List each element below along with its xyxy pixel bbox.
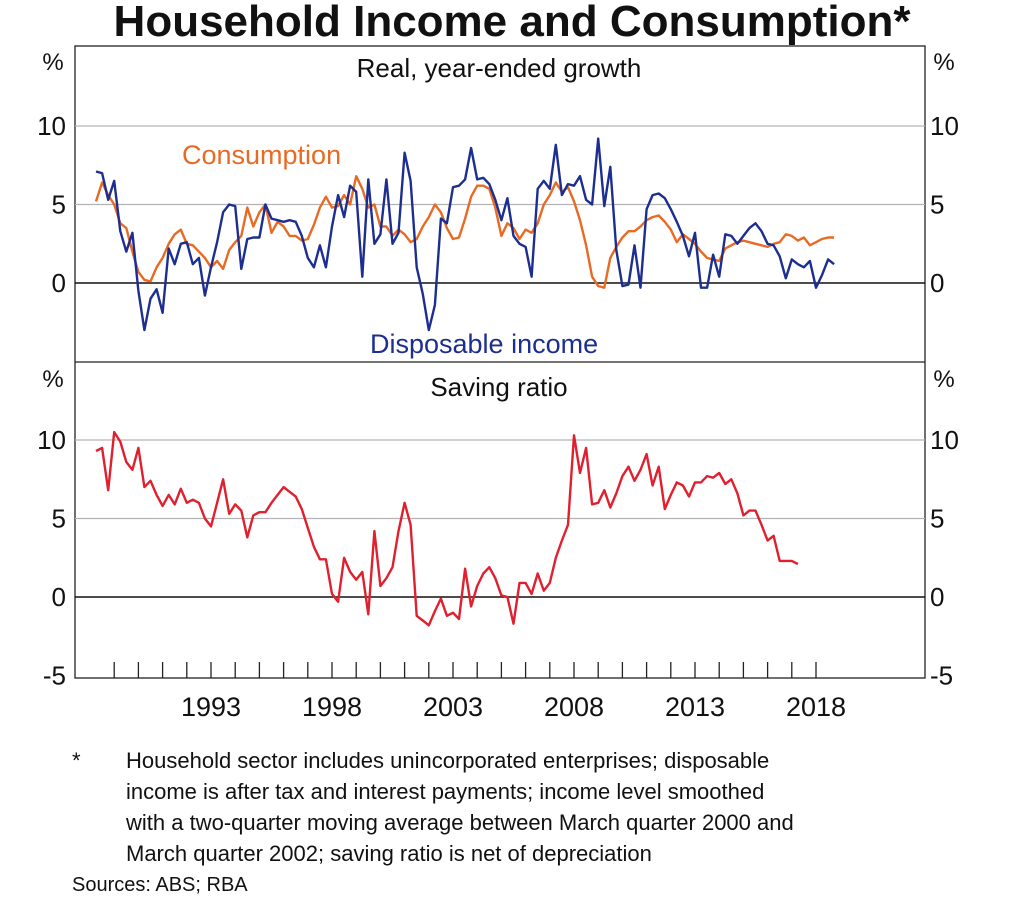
y-tick-label-left: 0 [52, 582, 66, 612]
x-tick-label: 1998 [302, 692, 362, 722]
consumption-line [94, 174, 835, 289]
x-tick-label: 1993 [181, 692, 241, 722]
footnote-line: Household sector includes unincorporated… [126, 748, 770, 773]
axes: 10 10 5 5 0 0 10 10 5 5 0 0 -5 -5 1993 1998 2003 2008 2013… [37, 111, 959, 722]
consumption-annotation: Consumption [182, 140, 341, 170]
footnote-line: income is after tax and interest payment… [126, 779, 765, 804]
y-tick-label-right: 0 [930, 268, 944, 298]
sources: Sources: ABS; RBA [72, 874, 248, 896]
gridlines [75, 125, 925, 598]
y-tick-label-left: 5 [52, 190, 66, 220]
panel2-right-unit: % [933, 366, 954, 393]
disposable-income-line [95, 137, 835, 332]
x-tick-label: 2013 [665, 692, 725, 722]
panel2-subtitle: Saving ratio [430, 372, 567, 402]
y-tick-label-left: 0 [52, 268, 66, 298]
y-tick-label-right: -5 [930, 661, 953, 691]
y-tick-label-right: 0 [930, 582, 944, 612]
y-tick-label-left: 5 [52, 504, 66, 534]
x-tick-label: 2003 [423, 692, 483, 722]
y-tick-label-left: 10 [37, 111, 66, 141]
panel1-right-unit: % [933, 49, 954, 76]
y-tick-label-right: 5 [930, 190, 944, 220]
y-tick-label-right: 5 [930, 504, 944, 534]
y-tick-label-left: -5 [43, 661, 66, 691]
x-tick-label: 2018 [786, 692, 846, 722]
footnote-line: with a two-quarter moving average betwee… [126, 810, 794, 835]
y-tick-label-right: 10 [930, 425, 959, 455]
footnote-marker: * [72, 748, 81, 773]
disposable-income-annotation: Disposable income [370, 329, 598, 359]
y-tick-label-left: 10 [37, 425, 66, 455]
footnote-text: Household sector includes unincorporated… [126, 745, 946, 869]
panel1-left-unit: % [42, 49, 63, 76]
footnote-line: March quarter 2002; saving ratio is net … [126, 841, 652, 866]
saving-ratio-line [95, 430, 799, 627]
x-tick-label: 2008 [544, 692, 604, 722]
y-tick-label-right: 10 [930, 111, 959, 141]
chart-title: Household Income and Consumption* [113, 0, 911, 46]
panel1-subtitle: Real, year-ended growth [357, 53, 642, 83]
panel2-left-unit: % [42, 366, 63, 393]
series-lines [94, 137, 835, 627]
chart-canvas: Real, year-ended growth % % Consumption … [37, 45, 959, 722]
